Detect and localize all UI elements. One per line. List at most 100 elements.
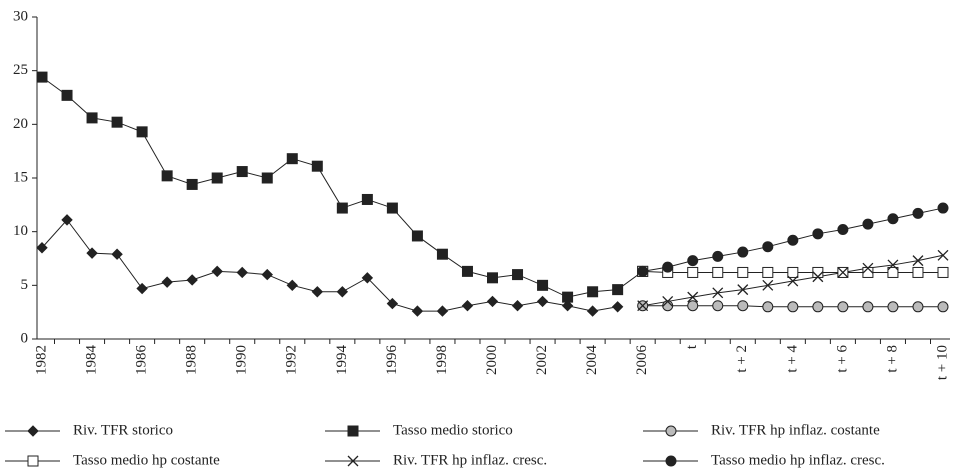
data-point xyxy=(336,286,349,298)
legend-marker xyxy=(347,425,359,437)
data-point xyxy=(361,193,373,205)
x-tick-label: 1998 xyxy=(434,345,450,375)
data-point xyxy=(787,275,799,287)
x-tick-label: 2004 xyxy=(584,345,600,376)
data-point xyxy=(812,301,824,313)
data-point xyxy=(762,266,774,278)
x-tick-label: 2000 xyxy=(484,345,500,375)
data-point xyxy=(186,274,198,286)
x-tick-label: 2006 xyxy=(634,345,650,376)
legend-label: Tasso medio hp costante xyxy=(73,452,220,468)
data-point xyxy=(837,224,849,236)
data-point xyxy=(236,266,248,279)
data-point xyxy=(561,300,574,312)
data-point xyxy=(311,160,323,172)
x-tick-label: t + 6 xyxy=(834,345,850,373)
x-tick-label: 2002 xyxy=(534,345,550,375)
data-point xyxy=(36,71,48,83)
data-point xyxy=(536,295,549,308)
data-point xyxy=(887,266,899,278)
data-point xyxy=(286,279,298,292)
x-tick-label: t + 4 xyxy=(784,345,800,373)
data-point xyxy=(712,266,724,278)
data-point xyxy=(111,248,123,260)
data-point xyxy=(837,301,849,313)
data-point xyxy=(862,301,874,313)
legend-label: Tasso medio storico xyxy=(393,422,513,438)
data-point xyxy=(937,266,949,278)
x-tick-label: 1994 xyxy=(334,345,350,376)
series-line xyxy=(41,76,643,298)
data-point xyxy=(762,279,774,291)
data-point xyxy=(211,172,223,184)
data-point xyxy=(136,282,148,295)
legend-label: Riv. TFR hp inflaz. cresc. xyxy=(393,452,547,468)
data-point xyxy=(862,262,874,274)
data-point xyxy=(336,202,348,214)
data-point xyxy=(361,272,374,284)
legend-label: Tasso medio hp inflaz. cresc. xyxy=(711,452,885,468)
data-point xyxy=(662,261,674,273)
data-point xyxy=(61,214,73,226)
x-tick-label: 1986 xyxy=(134,345,150,376)
data-point xyxy=(837,266,849,278)
data-point xyxy=(912,266,924,278)
y-tick-label: 5 xyxy=(21,277,29,293)
data-point xyxy=(637,265,649,277)
data-point xyxy=(436,248,448,260)
x-tick-label: 1984 xyxy=(83,345,99,376)
data-point xyxy=(562,291,574,303)
legend-marker xyxy=(27,455,39,467)
data-point xyxy=(86,247,98,259)
data-point xyxy=(662,295,674,307)
data-point xyxy=(737,266,749,278)
y-tick-label: 30 xyxy=(13,8,28,24)
data-point xyxy=(687,291,699,303)
data-point xyxy=(712,300,724,312)
data-point xyxy=(311,286,324,298)
data-point xyxy=(261,172,273,184)
data-point xyxy=(386,202,398,214)
legend-marker xyxy=(347,455,359,467)
data-point xyxy=(161,276,173,288)
data-point xyxy=(812,228,824,240)
x-tick-label: 1996 xyxy=(384,345,400,376)
data-point xyxy=(737,246,749,258)
data-point xyxy=(812,271,824,283)
x-tick-label: 1988 xyxy=(184,345,200,375)
data-point xyxy=(511,300,524,312)
data-point xyxy=(211,265,223,278)
data-point xyxy=(912,207,924,219)
data-point xyxy=(36,242,48,254)
data-point xyxy=(912,255,924,267)
data-point xyxy=(687,255,699,267)
y-tick-label: 0 xyxy=(21,330,29,346)
data-point xyxy=(737,284,749,296)
data-point xyxy=(912,301,924,313)
data-point xyxy=(261,268,273,281)
data-point xyxy=(787,301,799,313)
data-point xyxy=(236,166,248,178)
data-point xyxy=(937,301,949,313)
data-point xyxy=(537,279,549,291)
data-point xyxy=(512,269,524,281)
legend-marker xyxy=(665,425,677,437)
data-point xyxy=(587,286,599,298)
data-point xyxy=(937,249,949,261)
data-point xyxy=(687,266,699,278)
data-point xyxy=(887,301,899,313)
data-point xyxy=(136,126,148,138)
x-tick-label: t xyxy=(684,344,700,349)
data-point xyxy=(186,178,198,190)
data-point xyxy=(762,241,774,253)
data-point xyxy=(612,284,624,296)
x-tick-label: 1992 xyxy=(284,345,300,375)
data-point xyxy=(637,300,649,312)
y-tick-label: 10 xyxy=(13,223,28,239)
legend-marker xyxy=(27,425,39,437)
x-tick-label: t + 10 xyxy=(934,345,950,380)
data-point xyxy=(161,170,173,182)
data-point xyxy=(862,218,874,230)
data-point xyxy=(712,287,724,299)
